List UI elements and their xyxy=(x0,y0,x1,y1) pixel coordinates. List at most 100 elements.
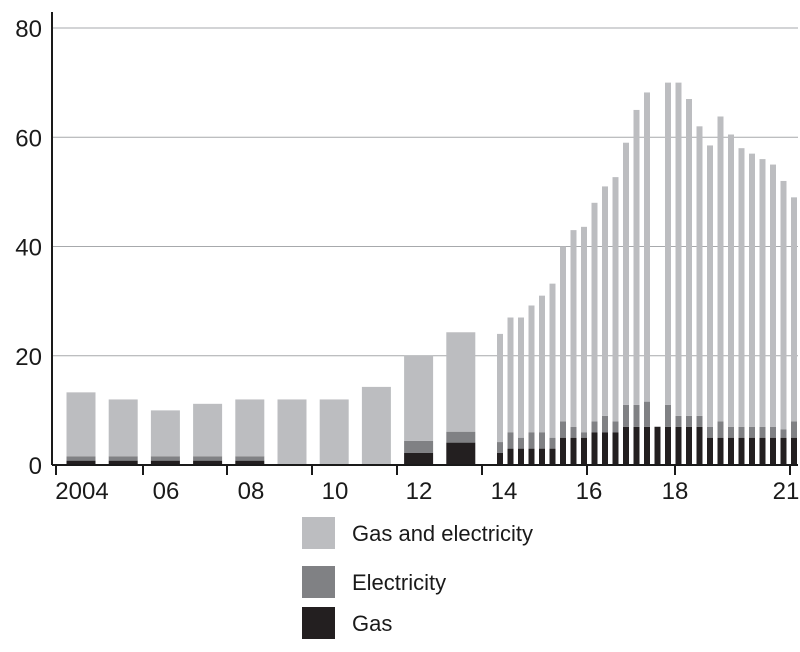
bar-2018-Q2-gas-and-electricity xyxy=(675,82,682,416)
bar-2020-Q3-gas-and-electricity xyxy=(770,164,776,427)
bar-2015-Q4-electricity xyxy=(570,426,577,438)
bar-2015-Q1-gas xyxy=(539,448,545,465)
bar-2014-Q2-gas-and-electricity xyxy=(507,317,514,433)
bar-2015-Q4-gas xyxy=(570,437,577,465)
bar-2016-Q2-gas-and-electricity xyxy=(591,202,598,422)
bar-2006-gas-and-electricity xyxy=(150,410,180,457)
bar-2011-gas-and-electricity xyxy=(361,386,391,465)
bar-2018-Q2-gas xyxy=(675,426,682,465)
bar-2019-Q1-electricity xyxy=(707,426,713,438)
bar-2008-gas xyxy=(235,460,265,465)
bar-2012-gas xyxy=(404,452,434,465)
bar-2005-electricity xyxy=(108,456,138,461)
bar-2020-Q1-gas xyxy=(749,437,755,465)
bar-2016-Q4-electricity xyxy=(612,421,619,433)
bar-2020-Q4-gas xyxy=(780,437,787,465)
bar-2018-Q1-electricity xyxy=(665,404,671,427)
x-tick-label-10: 10 xyxy=(322,478,349,505)
bar-2016-Q4-gas xyxy=(612,432,619,465)
bar-2020-Q4-electricity xyxy=(780,429,787,438)
legend-swatch-gas xyxy=(302,607,335,639)
legend: Gas and electricity Electricity Gas xyxy=(302,517,533,639)
bar-2015-Q4-gas-and-electricity xyxy=(570,230,577,427)
y-tick-label-60: 60 xyxy=(15,125,42,152)
bar-2017-Q2-gas-and-electricity xyxy=(633,109,640,405)
bar-2017-Q3-gas xyxy=(644,426,650,465)
x-tick-label-14: 14 xyxy=(491,478,518,505)
bar-2019-Q3-gas-and-electricity xyxy=(728,134,734,427)
bar-2014-Q3-electricity xyxy=(518,437,524,449)
bar-2017-Q4-gas xyxy=(654,426,661,465)
bar-2013-gas-and-electricity xyxy=(446,332,476,432)
x-tick-label-18: 18 xyxy=(662,478,689,505)
bar-2006-electricity xyxy=(150,456,180,461)
bar-2015-Q3-gas xyxy=(560,437,566,465)
bar-2015-Q1-electricity xyxy=(539,432,545,449)
bar-2014-Q3-gas-and-electricity xyxy=(518,317,524,438)
bar-2021-Q1-electricity xyxy=(791,421,797,438)
bar-2019-Q2-gas-and-electricity xyxy=(717,116,724,422)
bar-2018-Q1-gas-and-electricity xyxy=(665,82,671,405)
bar-2016-Q3-electricity xyxy=(602,415,608,433)
bar-2015-Q3-gas-and-electricity xyxy=(560,246,566,422)
y-tick-label-80: 80 xyxy=(15,16,42,43)
legend-label-gas: Gas xyxy=(352,611,392,636)
bar-2014-Q2-electricity xyxy=(507,432,514,449)
bar-2016-Q3-gas-and-electricity xyxy=(602,186,608,416)
bar-2014-Q1-gas-and-electricity xyxy=(497,333,503,443)
bar-2014-Q3-gas xyxy=(518,448,524,465)
bar-2020-Q2-gas xyxy=(759,437,766,465)
bar-2004-gas-and-electricity xyxy=(66,392,96,457)
bar-2015-Q2-gas-and-electricity xyxy=(549,283,556,438)
bar-2018-Q4-gas xyxy=(696,426,703,465)
bar-2019-Q2-gas xyxy=(717,437,724,465)
bar-2019-Q3-gas xyxy=(728,437,734,465)
bar-2007-gas xyxy=(193,460,223,465)
bar-2016-Q1-electricity xyxy=(581,432,587,438)
bar-2016-Q3-gas xyxy=(602,432,608,465)
axes xyxy=(51,12,798,466)
legend-swatch-electricity xyxy=(302,566,335,598)
bar-2019-Q1-gas xyxy=(707,437,713,465)
bar-2016-Q2-electricity xyxy=(591,421,598,433)
bar-2020-Q4-gas-and-electricity xyxy=(780,180,787,430)
bar-2010-gas-and-electricity xyxy=(319,399,349,465)
x-tick-label-06: 06 xyxy=(153,478,180,505)
bar-2005-gas xyxy=(108,460,138,465)
x-tick-labels: 2004 06 08 10 12 14 16 18 21 xyxy=(55,465,799,505)
bar-2018-Q4-gas-and-electricity xyxy=(696,126,703,416)
y-tick-label-40: 40 xyxy=(15,235,42,262)
bar-2014-Q4-gas xyxy=(528,448,535,465)
bar-2016-Q4-gas-and-electricity xyxy=(612,177,619,422)
bar-2016-Q2-gas xyxy=(591,432,598,465)
x-tick-label-21: 21 xyxy=(773,478,800,505)
bar-2008-electricity xyxy=(235,456,265,461)
bar-2020-Q1-gas-and-electricity xyxy=(749,153,755,427)
bar-2009-gas-and-electricity xyxy=(277,399,307,465)
bar-2018-Q3-gas-and-electricity xyxy=(686,99,692,416)
bar-2012-gas-and-electricity xyxy=(404,355,434,441)
bar-2015-Q1-gas-and-electricity xyxy=(539,295,545,433)
bar-2018-Q3-gas xyxy=(686,426,692,465)
legend-label-gas-and-electricity: Gas and electricity xyxy=(352,521,533,546)
bar-2020-Q3-gas xyxy=(770,437,776,465)
bar-2012-electricity xyxy=(404,440,434,453)
bar-2015-Q2-electricity xyxy=(549,437,556,449)
bar-2019-Q4-gas-and-electricity xyxy=(738,148,745,427)
bar-2020-Q2-electricity xyxy=(759,426,766,438)
bar-2017-Q2-gas xyxy=(633,426,640,465)
bar-2018-Q4-electricity xyxy=(696,415,703,427)
y-tick-labels: 0 20 40 60 80 xyxy=(15,16,42,480)
y-tick-label-0: 0 xyxy=(29,453,42,480)
legend-swatch-gas-and-electricity xyxy=(302,517,335,549)
bar-2020-Q3-electricity xyxy=(770,426,776,438)
bar-2014-Q4-gas-and-electricity xyxy=(528,305,535,433)
bar-2021-Q1-gas-and-electricity xyxy=(791,197,797,422)
bar-2019-Q1-gas-and-electricity xyxy=(707,145,713,427)
bar-2015-Q3-electricity xyxy=(560,421,566,438)
x-tick-label-12: 12 xyxy=(406,478,433,505)
bar-2017-Q2-electricity xyxy=(633,404,640,427)
bar-2018-Q2-electricity xyxy=(675,415,682,427)
bar-2015-Q2-gas xyxy=(549,448,556,465)
bar-2017-Q3-gas-and-electricity xyxy=(644,92,650,402)
